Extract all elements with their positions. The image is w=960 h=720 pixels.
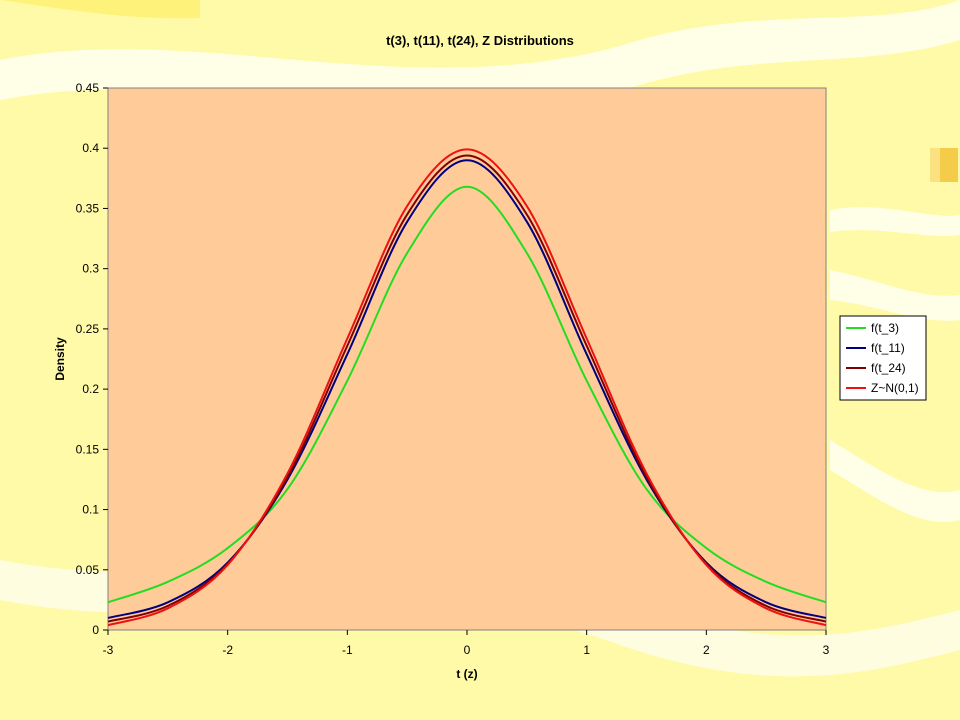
chart-title: t(3), t(11), t(24), Z Distributions: [386, 33, 574, 48]
legend: f(t_3) f(t_11) f(t_24) Z~N(0,1): [839, 315, 927, 401]
y-tick-label: 0.2: [82, 382, 99, 396]
x-tick-label: 1: [583, 643, 590, 657]
x-tick-label: -2: [222, 643, 233, 657]
y-tick-label: 0.35: [76, 201, 100, 215]
y-axis: 0 0.05 0.1 0.15 0.2 0.25 0.3 0.35 0.4 0.45: [76, 81, 108, 637]
series-line-3: [107, 148, 827, 627]
decor-wave: [830, 270, 960, 321]
legend-label: f(t_3): [871, 321, 899, 335]
decor-wave: [830, 207, 960, 237]
legend-label: Z~N(0,1): [871, 381, 919, 395]
legend-box: [839, 315, 927, 401]
legend-label: f(t_24): [871, 361, 906, 375]
y-tick-label: 0.3: [82, 262, 99, 276]
decor-wave: [0, 0, 200, 19]
x-tick-label: 3: [823, 643, 830, 657]
y-tick-label: 0.45: [76, 81, 100, 95]
y-axis-label: Density: [53, 337, 67, 381]
decor-block: [930, 148, 940, 182]
y-tick-label: 0.25: [76, 322, 100, 336]
x-axis-label: t (z): [456, 667, 477, 681]
y-tick-label: 0.1: [82, 503, 99, 517]
x-tick-label: 0: [464, 643, 471, 657]
y-tick-label: 0.15: [76, 442, 100, 456]
decor-wave: [0, 0, 960, 110]
x-tick-label: -3: [103, 643, 114, 657]
legend-label: f(t_11): [871, 341, 905, 355]
series-line-0: [107, 185, 827, 604]
plot-area: [107, 87, 827, 631]
x-tick-label: -1: [342, 643, 353, 657]
y-tick-label: 0: [92, 623, 99, 637]
x-tick-label: 2: [703, 643, 710, 657]
series-group: [107, 148, 827, 627]
y-tick-label: 0.05: [76, 563, 100, 577]
x-axis: -3 -2 -1 0 1 2 3: [103, 630, 830, 657]
decor-wave: [830, 440, 960, 522]
y-tick-label: 0.4: [82, 141, 99, 155]
